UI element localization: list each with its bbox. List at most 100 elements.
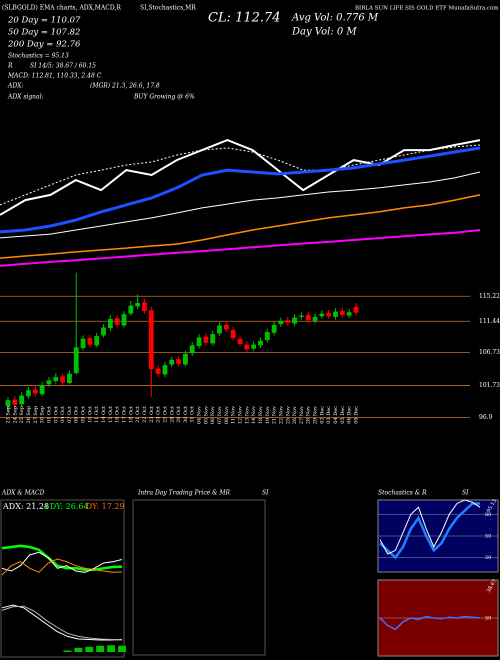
histogram-bar — [118, 645, 126, 652]
series-line — [0, 139, 481, 216]
series-line — [0, 171, 481, 239]
candle-body — [32, 389, 38, 394]
series-line — [0, 144, 481, 206]
candle-body — [244, 344, 250, 350]
x-tick-label: 21 Nov — [272, 406, 278, 424]
candle-body — [210, 334, 216, 344]
x-tick-label: 06 Dec — [347, 406, 353, 424]
candle-body — [87, 338, 93, 345]
y-tick-label: 50 — [485, 616, 491, 622]
candle-body — [189, 345, 195, 354]
candle-body — [169, 359, 175, 365]
x-tick-label: 04 Nov — [197, 406, 203, 424]
x-tick-label: 13 Nov — [244, 406, 250, 424]
x-tick-label: 26 Sep — [26, 406, 32, 424]
y-tick-label: 111.44 — [479, 318, 500, 325]
y-tick-label: 50 — [485, 534, 491, 540]
candle-body — [94, 336, 100, 346]
candle-body — [196, 337, 202, 346]
x-tick-label: 22 Nov — [278, 406, 284, 424]
x-tick-label: 16 Oct — [115, 406, 121, 423]
candle-body — [176, 359, 181, 364]
x-tick-label: 03 Oct — [53, 406, 59, 423]
header-mid: SI,Stochastics,MR — [140, 5, 196, 12]
x-tick-label: 18 Oct — [128, 406, 134, 423]
x-tick-label: 27 Sep — [33, 406, 39, 424]
candle-body — [39, 384, 45, 395]
series-line — [1, 558, 123, 576]
candle-body — [333, 311, 338, 317]
series-line — [0, 194, 481, 259]
y-tick-label: 80 — [485, 512, 491, 518]
candle-body — [155, 368, 161, 374]
x-tick-label: 31 Oct — [190, 406, 196, 423]
x-tick-label: 25 Oct — [162, 406, 168, 423]
x-tick-label: 14 Nov — [251, 406, 257, 424]
x-tick-label: 28 Oct — [169, 406, 175, 423]
candle-body — [326, 312, 332, 317]
candle-body — [264, 332, 270, 341]
header-left: (SLBGOLD) EMA charts, ADX,MACD,R — [2, 5, 121, 12]
candle-body — [26, 390, 31, 397]
legend-label: +DY: 26.64 — [43, 502, 89, 511]
ema20: 20 Day = 110.07 — [7, 16, 81, 26]
x-tick-label: 24 Oct — [156, 406, 162, 423]
candle-body — [183, 353, 188, 365]
x-tick-label: 07 Nov — [217, 406, 223, 424]
candle-body — [46, 380, 52, 385]
histogram-bar — [96, 645, 105, 652]
legend-label: ADX: 21.28 — [2, 502, 49, 511]
candle-body — [312, 316, 318, 321]
x-tick-label: 30 Oct — [183, 406, 189, 423]
panel-title: ADX & MACD — [1, 490, 45, 497]
adx-signal-label: ADX signal: — [7, 94, 44, 101]
day-vol: Day Vol: 0 M — [291, 27, 357, 38]
x-tick-label: 24 Sep — [12, 406, 18, 424]
candle-body — [162, 365, 168, 375]
x-tick-label: 26 Nov — [292, 406, 298, 424]
candle-body — [107, 318, 113, 329]
candle-body — [305, 314, 311, 321]
candle-body — [353, 306, 359, 313]
histogram-bar — [63, 650, 72, 652]
candle-body — [299, 315, 304, 317]
avg-vol: Avg Vol: 0.776 M — [291, 13, 379, 24]
x-tick-label: 28 Nov — [306, 406, 312, 424]
panel-title-tail: SI — [462, 490, 469, 497]
candle-body — [258, 340, 263, 346]
x-tick-label: 06 Nov — [210, 406, 216, 424]
candle-body — [19, 395, 25, 405]
x-tick-label: 17 Oct — [122, 406, 128, 423]
histogram-bar — [107, 645, 116, 652]
series-line — [1, 604, 123, 641]
x-tick-label: 29 Oct — [176, 406, 182, 423]
x-tick-label: 22 Oct — [142, 406, 148, 423]
candle-body — [60, 376, 65, 383]
candle-body — [128, 305, 134, 314]
x-tick-label: 29 Nov — [313, 406, 319, 424]
close-price: CL: 112.74 — [208, 11, 281, 26]
y-tick-label: 115.22 — [479, 293, 500, 300]
y-tick-label: 101.73 — [479, 382, 500, 389]
candle-body — [142, 302, 147, 311]
candle-body — [12, 399, 18, 405]
adx-label: ADX: — [7, 83, 23, 90]
x-tick-label: 05 Nov — [203, 406, 209, 424]
y-tick-label: 106.73 — [479, 349, 500, 356]
candle-body — [148, 310, 154, 370]
x-tick-label: 14 Oct — [101, 406, 107, 423]
candle-body — [278, 320, 284, 325]
panel-title: Intra Day Trading Price & MR — [137, 490, 231, 497]
x-tick-label: 23 Sep — [6, 406, 12, 424]
macd-info: MACD: 112.81, 110.33, 2.48 C — [7, 73, 102, 80]
x-tick-label: 12 Nov — [238, 406, 244, 424]
candle-body — [271, 324, 277, 333]
candle-body — [237, 338, 243, 344]
x-tick-label: 30 Sep — [40, 406, 46, 424]
x-tick-label: 07 Oct — [67, 406, 73, 423]
x-tick-label: 09 Dec — [354, 406, 360, 424]
ema200: 200 Day = 92.76 — [7, 40, 81, 50]
x-tick-label: 18 Nov — [258, 406, 264, 424]
histogram-bar — [74, 647, 83, 652]
